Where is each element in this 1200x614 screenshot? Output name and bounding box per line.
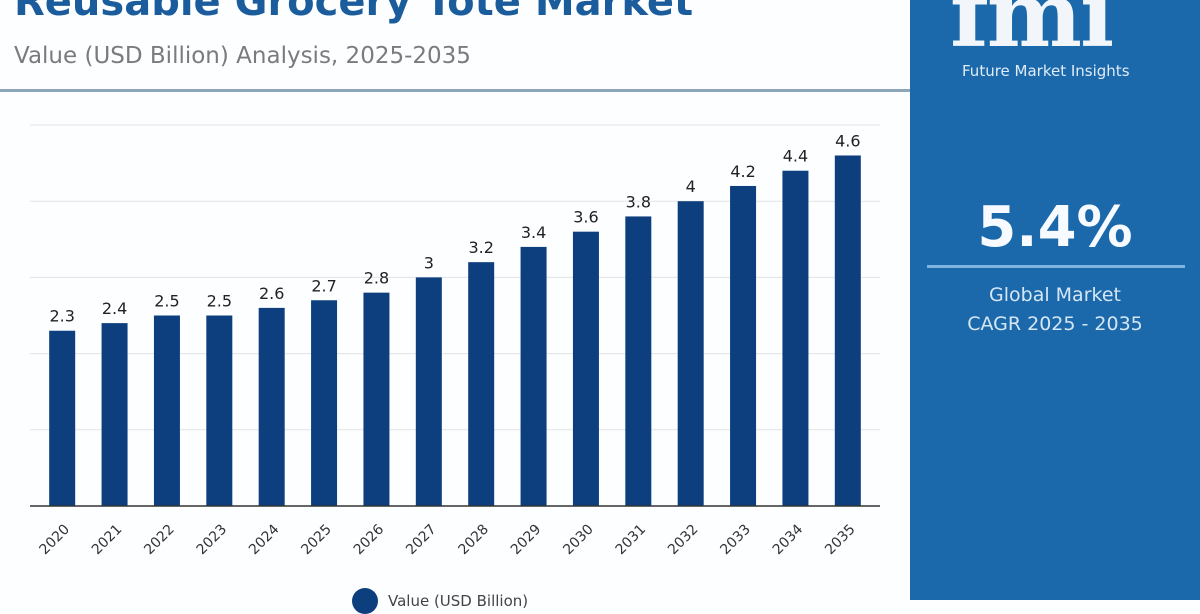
x-tick-label: 2021 (89, 522, 126, 559)
data-label: 2.4 (102, 299, 127, 318)
data-label: 2.6 (259, 284, 284, 303)
bar-2023 (206, 315, 233, 506)
bar-2033 (730, 185, 757, 506)
data-label: 3.4 (521, 223, 546, 242)
data-label: 4 (686, 177, 696, 196)
chart-subtitle: Value (USD Billion) Analysis, 2025-2035 (14, 43, 471, 69)
legend-label: Value (USD Billion) (388, 592, 529, 610)
bar-2035 (834, 155, 861, 507)
header-divider (0, 89, 910, 92)
logo-caption: Future Market Insights (962, 62, 1130, 80)
data-label: 4.6 (835, 131, 860, 150)
chart-title: Reusable Grocery Tote Market (14, 0, 694, 25)
cagr-label-line1: Global Market (989, 284, 1121, 306)
bar-2031 (625, 216, 652, 506)
x-tick-label: 2028 (456, 522, 493, 559)
cagr-label-line2: CAGR 2025 - 2035 (967, 313, 1143, 335)
bar-2030 (572, 231, 599, 506)
data-label: 4.2 (730, 162, 755, 181)
cagr-value: 5.4% (977, 195, 1133, 260)
side-panel: fmi Future Market Insights 5.4% Global M… (910, 0, 1200, 600)
bar-2028 (468, 262, 495, 506)
data-label: 2.8 (364, 269, 389, 288)
bar-2025 (311, 300, 338, 506)
data-label: 3.8 (626, 192, 651, 211)
x-tick-label: 2026 (351, 521, 388, 558)
bar-2021 (101, 323, 128, 506)
fmi-logo: fmi (950, 0, 1114, 68)
x-tick-label: 2030 (560, 522, 597, 559)
bar-2034 (782, 170, 809, 506)
legend-swatch (352, 588, 378, 614)
legend: Value (USD Billion) (352, 588, 528, 614)
data-label: 4.4 (783, 147, 808, 166)
side-divider (927, 265, 1185, 268)
x-tick-label: 2024 (246, 521, 283, 558)
data-label: 3 (424, 253, 434, 272)
x-tick-label: 2027 (403, 522, 440, 559)
x-tick-label: 2022 (141, 522, 178, 559)
x-tick-label: 2032 (665, 522, 702, 559)
data-label: 2.5 (154, 292, 179, 311)
bar-2027 (415, 277, 442, 506)
x-tick-label: 2033 (717, 522, 754, 559)
bar-2026 (363, 292, 390, 506)
x-tick-label: 2023 (194, 522, 231, 559)
data-label: 3.6 (573, 208, 598, 227)
x-tick-label: 2035 (822, 522, 859, 559)
bar-2020 (49, 330, 76, 506)
x-tick-label: 2029 (508, 522, 545, 559)
bar-chart: 2.3 2020 2.4 2021 2.5 2022 2.5 2023 2.6 2024 2.7 20… (30, 124, 880, 559)
data-label: 2.7 (311, 276, 336, 295)
data-label: 2.3 (49, 307, 74, 326)
bar-2022 (153, 315, 180, 506)
data-label: 3.2 (468, 238, 493, 257)
data-label: 2.5 (207, 292, 232, 311)
bar-2032 (677, 201, 704, 506)
x-tick-label: 2020 (37, 522, 74, 559)
bar-2029 (520, 246, 547, 507)
x-tick-label: 2025 (298, 522, 335, 559)
bar-2024 (258, 307, 285, 506)
x-tick-label: 2034 (770, 521, 807, 558)
x-tick-label: 2031 (613, 522, 650, 559)
